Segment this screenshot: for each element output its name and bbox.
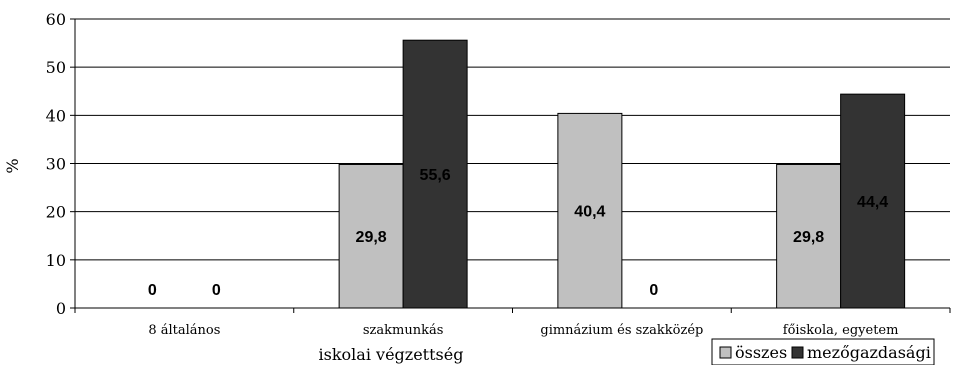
category-label: főiskola, egyetem	[783, 323, 899, 338]
y-tick-label: 20	[46, 203, 66, 222]
data-label: 44,4	[857, 194, 888, 211]
legend-label: mezőgazdasági	[807, 343, 931, 362]
legend-swatch	[719, 346, 732, 359]
legend-swatch	[791, 346, 804, 359]
y-tick-label: 0	[56, 299, 66, 318]
category-label: szakmunkás	[363, 323, 444, 338]
data-label: 0	[148, 282, 157, 299]
y-tick-label: 10	[46, 251, 66, 270]
category-labels: 8 általános szakmunkás gimnázium és szakkö…	[148, 323, 898, 338]
x-axis-title: iskolai végzettség	[319, 345, 464, 364]
data-label: 0	[212, 282, 221, 299]
bar	[557, 112, 623, 309]
data-label: 55,6	[420, 167, 451, 184]
bar	[840, 93, 906, 309]
data-label: 0	[649, 282, 658, 299]
data-label: 29,8	[356, 229, 387, 246]
legend: összes mezőgazdasági	[711, 338, 935, 365]
category-label: 8 általános	[148, 323, 220, 338]
y-tick-label: 60	[46, 10, 66, 29]
y-axis-title: %	[3, 158, 22, 173]
y-tick-label: 50	[46, 58, 66, 77]
category-label: gimnázium és szakközép	[540, 323, 703, 338]
y-tick-label: 30	[46, 155, 66, 174]
bars	[338, 39, 906, 309]
axes	[74, 19, 951, 313]
data-label: 29,8	[793, 229, 824, 246]
data-label: 40,4	[574, 204, 605, 221]
bar	[338, 163, 404, 309]
legend-box	[711, 338, 935, 365]
legend-label: összes	[735, 343, 787, 362]
data-labels: 0 0 29,8 55,6 40,4 0 29,8 44,4	[148, 167, 888, 299]
y-axis-ticks: 0 10 20 30 40 50 60	[46, 10, 75, 318]
bar	[402, 39, 468, 309]
y-tick-label: 40	[46, 106, 66, 125]
